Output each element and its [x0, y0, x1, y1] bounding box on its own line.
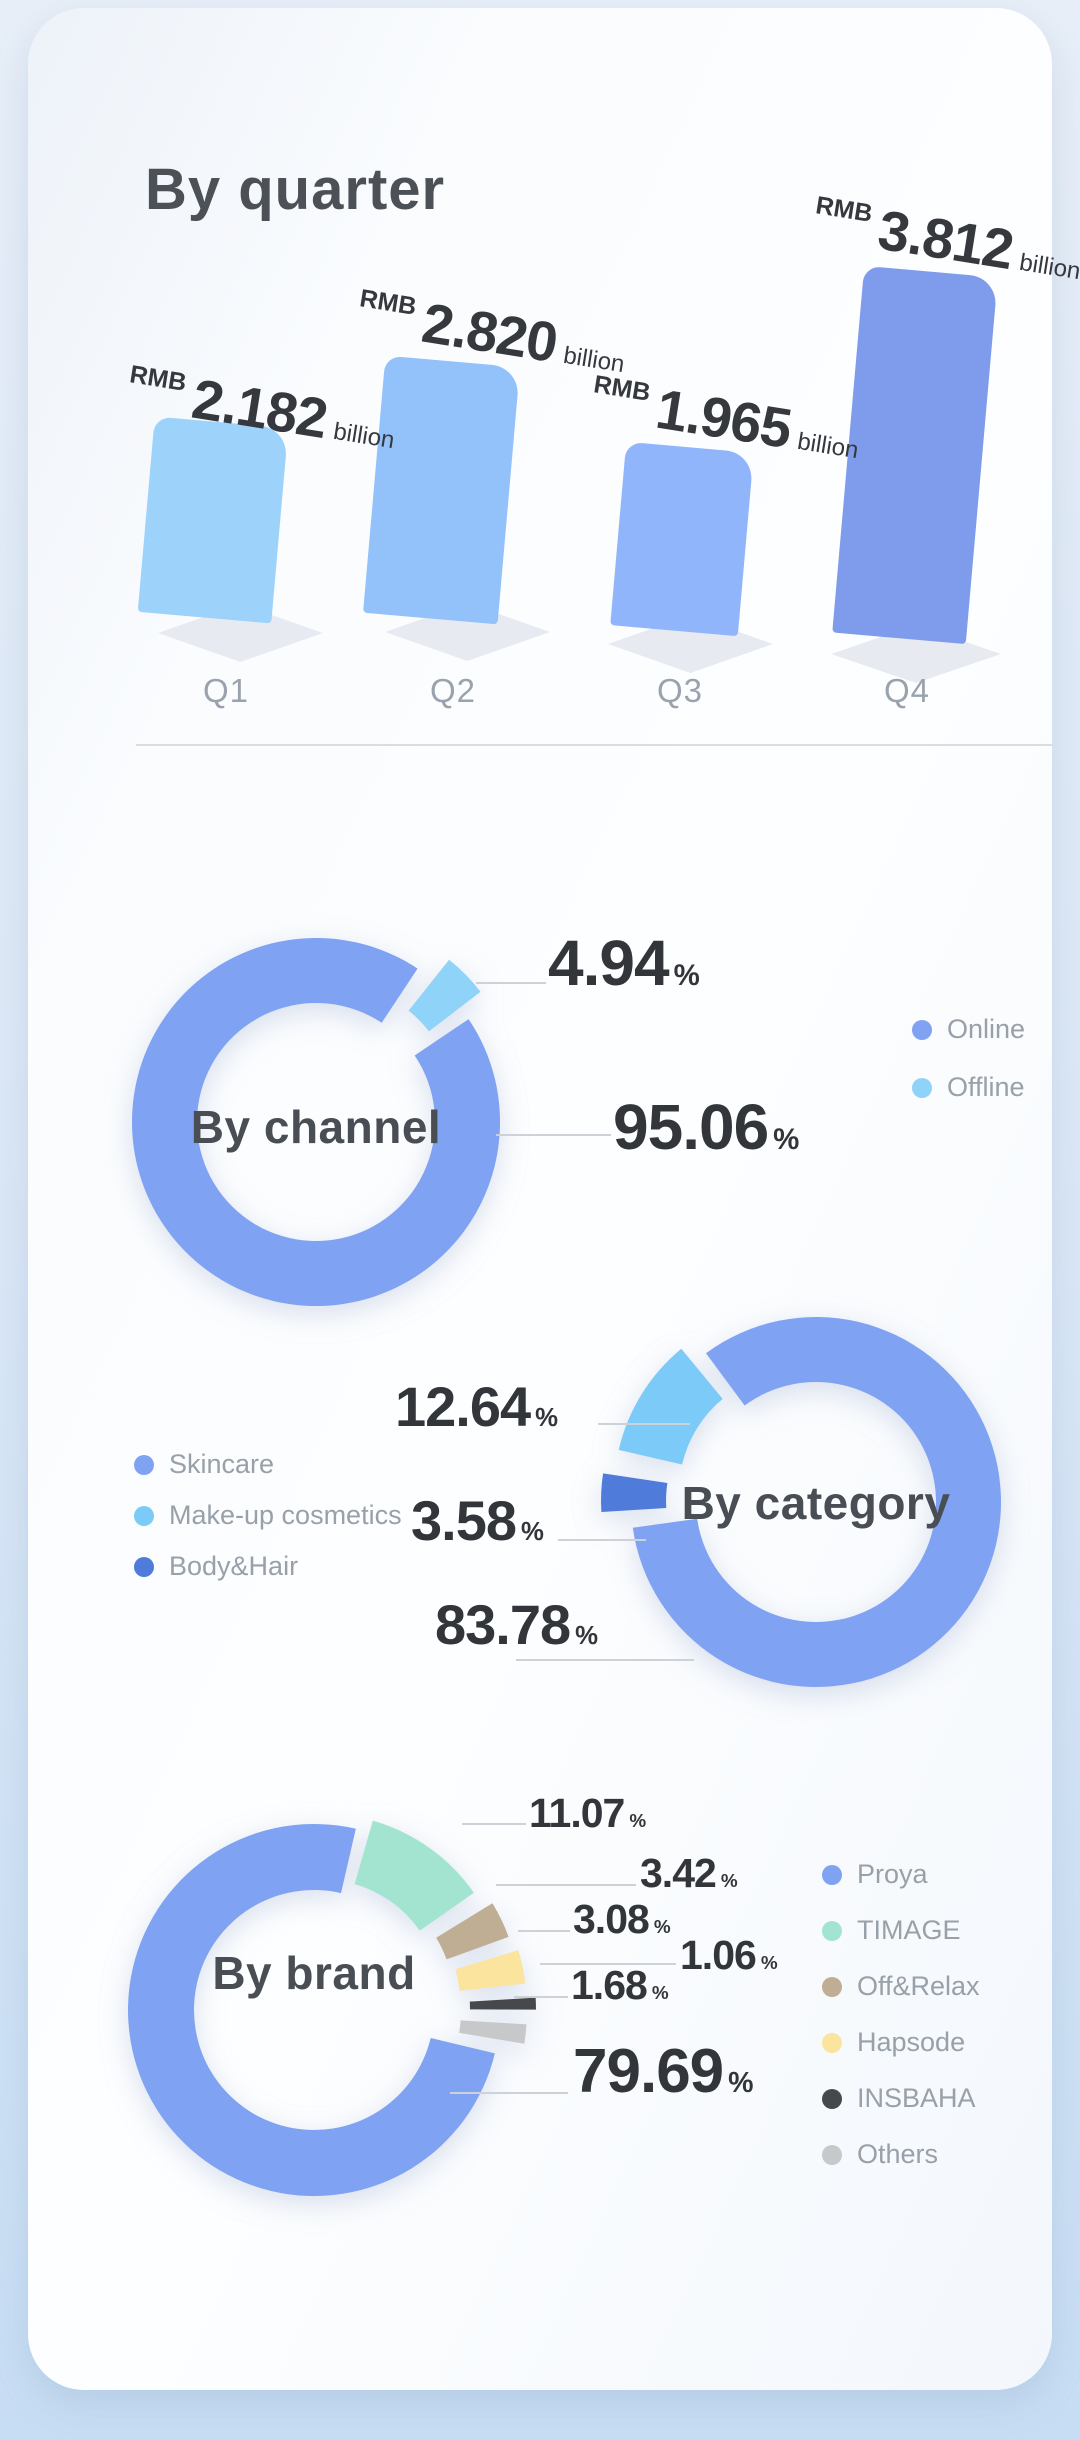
channel-pct-offline: 4.94% — [548, 927, 700, 999]
category-slice-make-up-cosmetics — [618, 1348, 723, 1465]
legend-swatch-makeup-cosmetics — [134, 1505, 154, 1526]
legend-swatch-insbaha — [822, 2088, 842, 2109]
legend-item-others: Others — [822, 2139, 980, 2170]
legend-swatch-hapsode — [822, 2032, 842, 2053]
channel-pct-online: 95.06% — [613, 1091, 800, 1163]
category-legend: Skincare Make-up cosmetics Body&Hair — [134, 1449, 402, 1582]
brand-pct-hapsode: 3.08% — [573, 1896, 671, 1942]
brand-pct-others: 1.68% — [571, 1962, 669, 2008]
legend-swatch-bodyhair — [134, 1556, 154, 1577]
category-slice-body-hair — [601, 1473, 668, 1512]
leader-line-hapsode — [518, 1930, 570, 1932]
channel-center-label: By channel — [190, 1101, 442, 1153]
brand-center-label: By brand — [212, 1947, 416, 1999]
legend-item-hapsode: Hapsode — [822, 2027, 980, 2058]
leader-line-online — [496, 1134, 611, 1136]
leader-line-offrelax — [496, 1884, 636, 1886]
legend-swatch-timage — [822, 1920, 842, 1941]
legend-swatch-skincare — [134, 1454, 154, 1475]
legend-item-skincare: Skincare — [134, 1449, 402, 1480]
legend-swatch-offline — [912, 1077, 932, 1098]
channel-slice-offline — [408, 959, 481, 1032]
brand-slice-hapsode — [455, 1950, 526, 1991]
leader-line-proya — [450, 2092, 568, 2094]
legend-swatch-offrelax — [822, 1976, 842, 1997]
axis-label-q3: Q3 — [656, 672, 704, 709]
legend-item-offrelax: Off&Relax — [822, 1971, 980, 2002]
channel-legend: Online Offline — [912, 1014, 1025, 1103]
brand-slice-proya — [127, 1824, 495, 2197]
brand-pct-timage: 11.07% — [529, 1790, 647, 1836]
channel-slice-online — [131, 937, 500, 1306]
legend-swatch-others — [822, 2144, 842, 2165]
leader-line-others — [514, 1996, 568, 1998]
legend-swatch-online — [912, 1019, 932, 1040]
brand-slice-off-relax — [436, 1903, 509, 1960]
brand-pct-insbaha: 1.06% — [680, 1932, 778, 1978]
brand-slice-others — [459, 2020, 527, 2044]
legend-item-offline: Offline — [912, 1072, 1025, 1103]
leader-line-makeup — [598, 1423, 690, 1425]
category-pct-skincare: 83.78% — [435, 1593, 599, 1656]
legend-item-timage: TIMAGE — [822, 1915, 980, 1946]
axis-label-q2: Q2 — [429, 672, 477, 709]
legend-item-makeup-cosmetics: Make-up cosmetics — [134, 1500, 402, 1531]
axis-label-q1: Q1 — [202, 672, 250, 709]
brand-slice-timage — [354, 1820, 474, 1931]
legend-item-insbaha: INSBAHA — [822, 2083, 980, 2114]
leader-line-insbaha — [540, 1963, 676, 1965]
category-pct-bodyhair: 3.58% — [411, 1489, 544, 1552]
axis-label-q4: Q4 — [883, 672, 931, 709]
category-pct-makeup: 12.64% — [395, 1375, 559, 1438]
brand-legend: Proya TIMAGE Off&Relax Hapsode INSBAHA O… — [822, 1859, 980, 2170]
content-card: By quarter RMB 2.182 billion RMB 2.820 billi… — [28, 8, 1080, 2390]
leader-line-timage — [462, 1823, 526, 1825]
donut-charts-canvas — [127, 937, 1002, 2197]
legend-item-online: Online — [912, 1014, 1025, 1045]
category-slice-skincare — [632, 1317, 1002, 1687]
legend-swatch-proya — [822, 1864, 842, 1885]
leader-line-bodyhair — [558, 1539, 646, 1541]
category-center-label: By category — [681, 1477, 951, 1529]
leader-line-offline — [476, 982, 546, 984]
leader-line-skincare — [516, 1659, 694, 1661]
brand-pct-offrelax: 3.42% — [640, 1850, 738, 1896]
quarter-chart-title: By quarter — [145, 157, 446, 222]
section-divider — [136, 744, 1052, 746]
legend-item-bodyhair: Body&Hair — [134, 1551, 402, 1582]
legend-item-proya: Proya — [822, 1859, 980, 1890]
brand-slice-insbaha — [469, 1997, 536, 2010]
brand-pct-proya: 79.69% — [573, 2037, 754, 2106]
